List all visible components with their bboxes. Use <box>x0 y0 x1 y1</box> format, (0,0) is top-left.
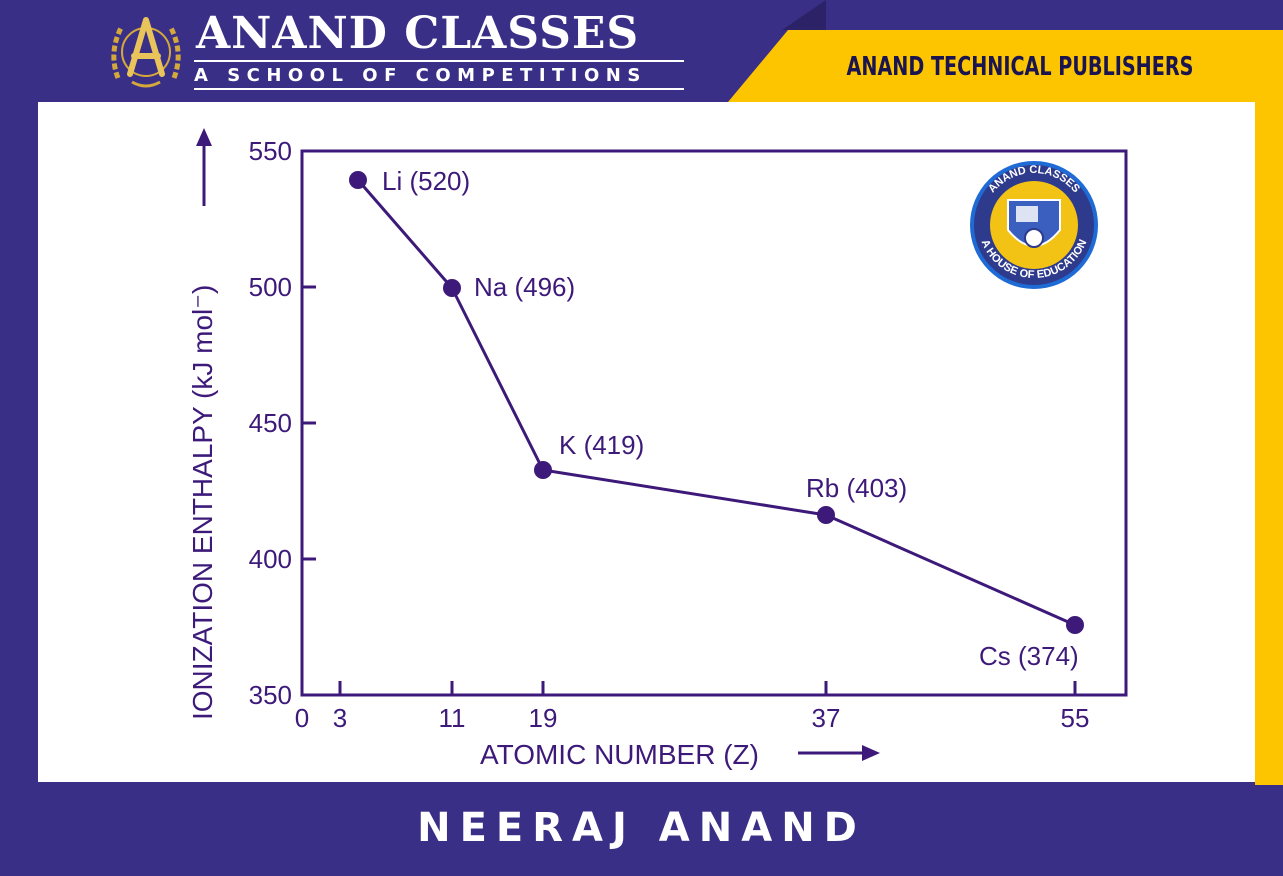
series-line <box>349 171 1084 634</box>
y-axis-title: IONIZATION ENTHALPY (kJ mol⁻) <box>187 285 218 720</box>
data-point-rb <box>817 506 835 524</box>
compass-laurel-logo-icon <box>111 17 181 88</box>
author-name: NEERAJ ANAND <box>417 805 866 851</box>
x-axis-title: ATOMIC NUMBER (Z) <box>480 739 759 770</box>
series-polyline <box>356 179 1076 627</box>
point-label-rb: Rb (403) <box>806 473 907 503</box>
x-tick-label: 37 <box>812 703 841 733</box>
band-notch <box>728 30 788 102</box>
x-tick-label: 55 <box>1061 703 1090 733</box>
x-tick-label: 11 <box>439 703 466 733</box>
y-tick-label: 400 <box>249 544 292 574</box>
point-label-cs: Cs (374) <box>979 641 1079 671</box>
data-point-k <box>534 461 552 479</box>
point-label-k: K (419) <box>559 430 644 460</box>
data-point-li <box>349 171 367 189</box>
y-tick-label: 500 <box>249 272 292 302</box>
brand-subtitle: A SCHOOL OF COMPETITIONS <box>194 60 684 90</box>
y-axis-title-group: IONIZATION ENTHALPY (kJ mol⁻) <box>187 128 218 720</box>
axis-ticks: 350 400 450 500 550 0 3 11 19 37 55 <box>249 136 1090 733</box>
x-tick-label: 0 <box>295 703 309 733</box>
data-point-cs <box>1066 616 1084 634</box>
publisher-band <box>728 30 1283 102</box>
y-tick-label: 350 <box>249 680 292 710</box>
x-axis-title-group: ATOMIC NUMBER (Z) <box>480 739 880 770</box>
footer-bar <box>0 785 1283 876</box>
point-label-na: Na (496) <box>474 272 575 302</box>
x-tick-label: 3 <box>333 703 347 733</box>
anand-classes-seal-icon: ANAND CLASSES A HOUSE OF EDUCATION <box>970 161 1098 289</box>
brand-title: ANAND CLASSES <box>196 8 640 59</box>
band-corner <box>782 0 826 30</box>
point-labels: Li (520) Na (496) K (419) Rb (403) Cs (374) <box>382 166 1079 671</box>
x-axis-arrow-head <box>862 745 880 761</box>
point-label-li: Li (520) <box>382 166 470 196</box>
side-strip <box>1255 100 1283 790</box>
x-tick-label: 19 <box>529 703 558 733</box>
y-tick-label: 450 <box>249 408 292 438</box>
publisher-name: ANAND TECHNICAL PUBLISHERS <box>846 52 1194 82</box>
y-tick-label: 550 <box>249 136 292 166</box>
data-point-na <box>443 279 461 297</box>
y-axis-arrow-head <box>196 128 212 146</box>
